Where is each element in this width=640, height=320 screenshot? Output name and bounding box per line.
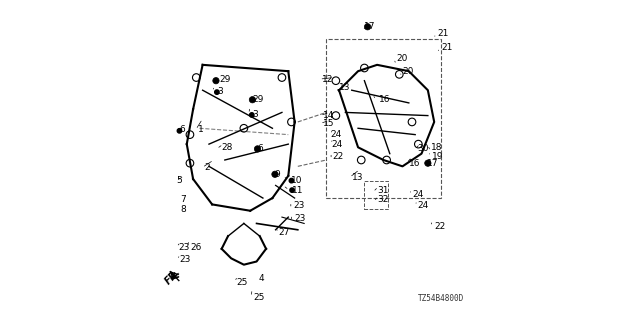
Text: 3: 3 [252,109,257,118]
Text: 25: 25 [237,278,248,287]
Text: 17: 17 [364,22,376,31]
Text: 6: 6 [179,125,185,134]
Text: 22: 22 [333,152,344,161]
Text: 16: 16 [409,159,420,168]
Text: 25: 25 [253,292,265,301]
Text: 29: 29 [219,75,230,84]
Circle shape [212,77,219,84]
Text: 18: 18 [431,143,442,152]
Circle shape [214,90,219,94]
Circle shape [254,146,260,152]
Circle shape [290,188,294,192]
Text: 26: 26 [190,243,202,252]
Circle shape [249,97,255,103]
Circle shape [425,160,431,166]
Text: 15: 15 [323,119,334,128]
Text: 3: 3 [217,87,223,96]
Circle shape [272,171,278,178]
Text: 8: 8 [180,205,186,214]
Text: 24: 24 [330,130,342,139]
Circle shape [364,24,371,30]
Text: 12: 12 [321,75,333,84]
Text: 23: 23 [294,214,305,223]
Text: TZ54B4800D: TZ54B4800D [417,294,463,303]
Text: 27: 27 [279,228,290,237]
Text: 1: 1 [198,125,204,134]
Text: 2: 2 [204,164,210,172]
Circle shape [289,178,294,183]
Text: 24: 24 [418,202,429,211]
Text: 13: 13 [352,173,364,182]
Text: 9: 9 [274,170,280,179]
Text: 17: 17 [428,159,439,168]
Text: 4: 4 [258,275,264,284]
Text: 10: 10 [291,176,303,185]
Text: 21: 21 [441,43,452,52]
Text: 6: 6 [257,144,263,153]
Text: 29: 29 [253,95,264,104]
Circle shape [250,113,254,117]
Text: 32: 32 [378,195,389,204]
Text: 11: 11 [292,186,304,195]
Text: 22: 22 [435,222,446,231]
Text: 21: 21 [437,28,449,38]
Text: 23: 23 [293,202,305,211]
Text: 7: 7 [180,195,186,204]
Text: 24: 24 [332,140,342,148]
Text: 13: 13 [339,83,351,92]
Text: 19: 19 [431,152,443,161]
Text: 24: 24 [412,190,423,199]
Text: 16: 16 [379,95,390,104]
Text: 14: 14 [323,111,334,120]
Text: 28: 28 [221,143,232,152]
Text: FR.: FR. [164,267,183,287]
Text: 30: 30 [418,144,429,153]
Text: 20: 20 [396,54,408,63]
Text: 23: 23 [179,243,190,252]
Text: 31: 31 [377,186,388,195]
Text: 20: 20 [403,67,414,76]
Text: 23: 23 [179,255,191,264]
Circle shape [177,129,182,133]
Text: 5: 5 [177,176,182,185]
